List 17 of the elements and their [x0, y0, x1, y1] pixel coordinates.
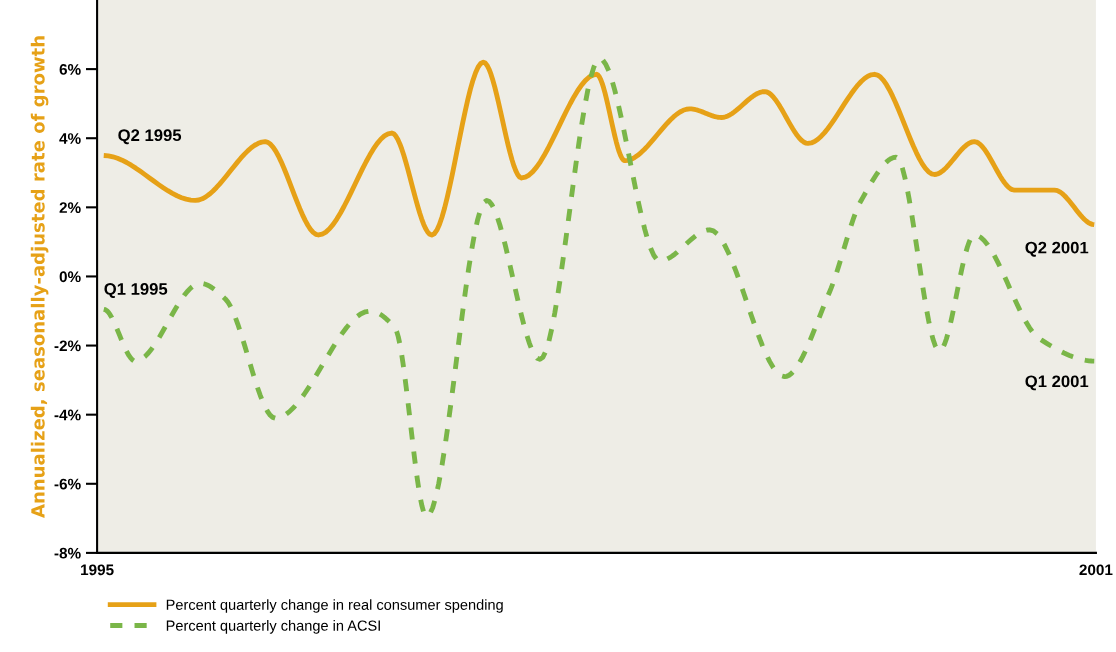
y-tick-label: 2%: [59, 202, 81, 213]
y-tick-label: -6%: [54, 478, 81, 490]
x-tick-label: 2001: [1079, 564, 1113, 576]
y-tick-label: -2%: [54, 340, 81, 352]
annotation: Q1 2001: [1025, 375, 1089, 391]
y-tick-label: 0%: [59, 271, 81, 283]
annotation: Q1 1995: [104, 283, 168, 298]
annotation: Q2 2001: [1025, 241, 1089, 257]
legend-label: Percent quarterly change in real consumer spending: [166, 599, 503, 613]
y-tick-label: 6%: [59, 63, 81, 75]
legend-label: Percent quarterly change in ACSI: [166, 620, 380, 634]
annotation: Q2 1995: [118, 129, 182, 145]
y-tick-label: -8%: [54, 547, 81, 559]
y-axis-title: Annualized, seasonally-adjusted rate of growth: [30, 36, 49, 518]
y-tick-label: 4%: [59, 133, 81, 144]
x-tick-label: 1995: [81, 564, 114, 576]
y-tick-label: -4%: [54, 409, 81, 421]
